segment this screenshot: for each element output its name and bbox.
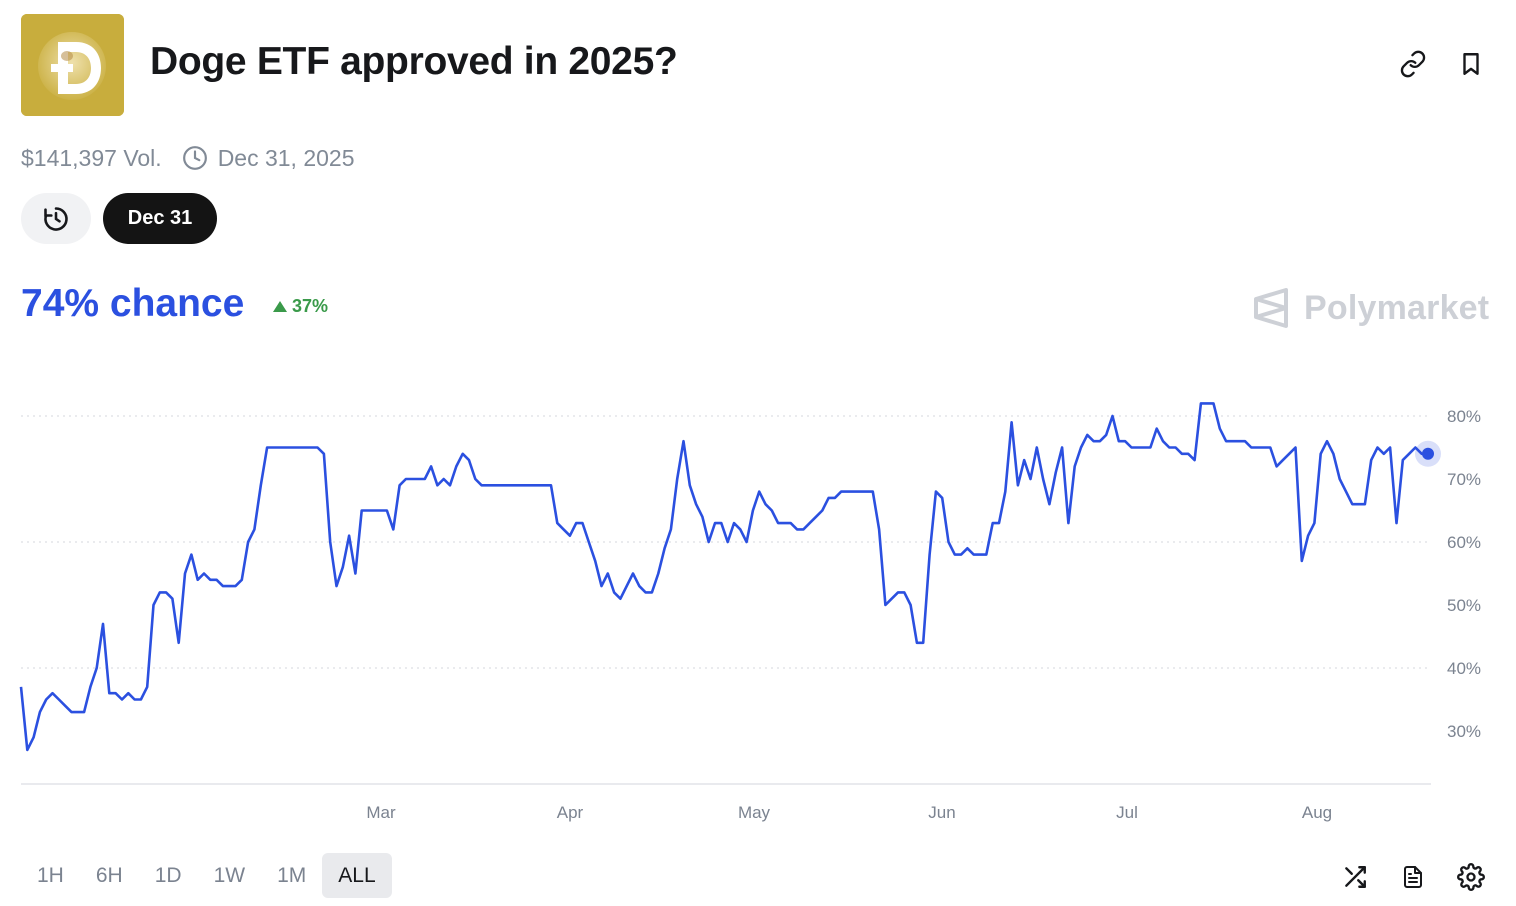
x-axis: Mar Apr May Jun Jul Aug [366, 803, 1332, 822]
date-option-selected[interactable]: Dec 31 [103, 193, 217, 244]
timeframe-all[interactable]: ALL [322, 853, 392, 898]
y-tick-label: 70% [1447, 470, 1481, 489]
price-chart[interactable]: 80% 70% 60% 50% 40% 30% Mar Apr May Jun Jul Aug [0, 370, 1516, 830]
x-tick-label: May [738, 803, 771, 822]
x-tick-label: Apr [557, 803, 584, 822]
timeframe-1m[interactable]: 1M [277, 863, 307, 887]
polymarket-brand: Polymarket [1252, 287, 1489, 329]
x-tick-label: Jun [928, 803, 955, 822]
history-button[interactable] [21, 193, 91, 244]
chance-text: 74% chance [21, 282, 245, 325]
document-icon[interactable] [1397, 861, 1429, 893]
settings-gear-icon[interactable] [1455, 861, 1487, 893]
end-date-text: Dec 31, 2025 [217, 144, 355, 171]
y-axis: 80% 70% 60% 50% 40% 30% [1447, 407, 1481, 741]
chart-grid [21, 415, 1431, 669]
current-point [1422, 447, 1434, 460]
timeframe-6h[interactable]: 6H [95, 863, 123, 887]
bookmark-icon[interactable] [1455, 48, 1487, 80]
y-tick-label: 40% [1447, 659, 1481, 678]
shuffle-icon[interactable] [1339, 861, 1371, 893]
market-title: Doge ETF approved in 2025? [150, 40, 678, 83]
y-tick-label: 50% [1447, 596, 1481, 615]
timeframe-1w[interactable]: 1W [213, 863, 246, 887]
clock-icon [182, 145, 208, 171]
x-tick-label: Aug [1302, 803, 1332, 822]
link-icon[interactable] [1397, 48, 1429, 80]
doge-coin-logo-icon [21, 14, 124, 116]
history-clock-icon [44, 206, 68, 231]
timeframe-1h[interactable]: 1H [37, 863, 64, 887]
timeframe-selector: 1H 6H 1D 1W 1M ALL [21, 853, 392, 898]
change-badge: 37% [272, 296, 328, 317]
timeframe-1d[interactable]: 1D [154, 863, 182, 887]
y-tick-label: 30% [1447, 722, 1481, 741]
market-meta: $141,397 Vol. Dec 31, 2025 [21, 143, 355, 173]
triangle-up-icon [273, 301, 287, 312]
y-tick-label: 80% [1447, 407, 1481, 426]
volume-text: $141,397 Vol. [21, 144, 162, 171]
polymarket-logo-icon [1254, 288, 1288, 328]
x-tick-label: Jul [1116, 803, 1138, 822]
market-logo [21, 14, 124, 116]
x-tick-label: Mar [366, 803, 396, 822]
change-value: 37% [292, 296, 329, 316]
brand-name: Polymarket [1304, 288, 1490, 327]
series-line [19, 402, 1428, 752]
y-tick-label: 60% [1447, 533, 1481, 552]
